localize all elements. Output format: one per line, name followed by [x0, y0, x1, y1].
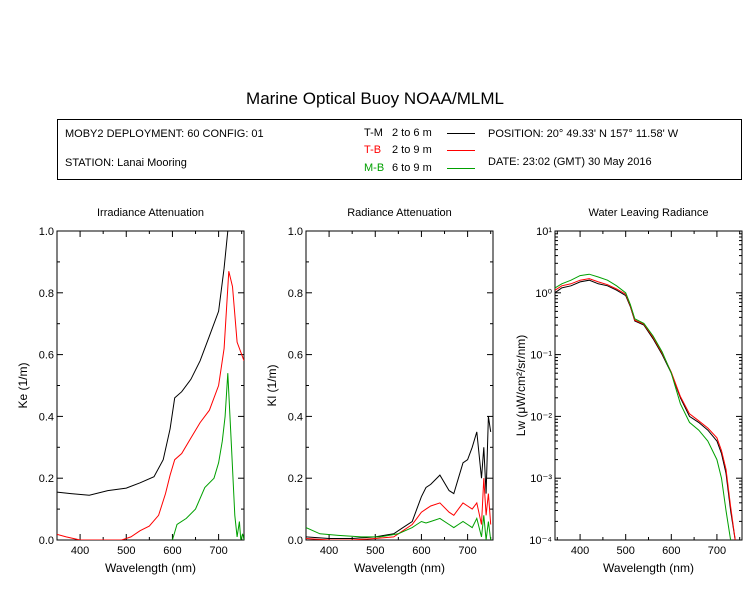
y-tick-label: 10⁻² [530, 411, 552, 423]
series-line-t-m [306, 416, 492, 539]
plot-frame [554, 230, 743, 541]
legend-code-tb: T-B [364, 144, 382, 156]
series-line-t-m [555, 279, 736, 540]
y-tick-label: 0.6 [39, 350, 54, 362]
x-tick-label: 400 [571, 545, 589, 557]
y-tick-label: 10¹ [536, 226, 552, 238]
series-line-m-b [306, 515, 492, 540]
deployment-label: MOBY2 DEPLOYMENT: 60 CONFIG: 01 [65, 128, 264, 140]
station-label: STATION: Lanai Mooring [65, 157, 187, 169]
series-group [306, 416, 492, 540]
x-tick-label: 700 [708, 545, 726, 557]
y-axis-label: Kl (1/m) [265, 364, 279, 406]
x-tick-label: 700 [458, 545, 476, 557]
legend-code-tm: T-M [364, 127, 383, 139]
series-group [57, 231, 244, 540]
series-line-t-b [57, 271, 244, 540]
series-line-t-b [306, 478, 492, 540]
y-tick-label: 0.2 [39, 473, 54, 485]
series-group [555, 273, 736, 540]
x-tick-label: 600 [662, 545, 680, 557]
legend-code-mb: M-B [364, 162, 385, 174]
chart-panel-1: Irradiance Attenuation 400 500 600 700 0.0 0.2… [16, 207, 245, 575]
plot-frame [56, 230, 245, 541]
chart-title: Water Leaving Radiance [588, 207, 708, 219]
x-tick-label: 600 [163, 545, 181, 557]
series-line-m-b [171, 373, 244, 540]
y-tick-label: 0.4 [288, 411, 303, 423]
y-tick-label: 0.2 [288, 473, 303, 485]
y-axis-label: Ke (1/m) [16, 362, 30, 408]
y-axis-label: Lw (μW/cm²/sr/nm) [514, 335, 528, 437]
legend-line-tb [447, 150, 475, 151]
x-tick-label: 600 [412, 545, 430, 557]
x-axis-label: Wavelength (nm) [105, 561, 196, 575]
y-tick-label: 10⁰ [535, 288, 552, 300]
chart-title: Radiance Attenuation [347, 207, 452, 219]
chart-title: Irradiance Attenuation [97, 207, 204, 219]
x-tick-label: 400 [320, 545, 338, 557]
x-tick-label: 500 [366, 545, 384, 557]
legend-range-tm: 2 to 6 m [392, 127, 432, 139]
y-tick-label: 0.8 [39, 288, 54, 300]
x-tick-label: 700 [209, 545, 227, 557]
legend-line-tm [447, 133, 475, 134]
position-label: POSITION: 20° 49.33' N 157° 11.58' W [488, 128, 679, 140]
x-tick-label: 500 [117, 545, 135, 557]
series-line-m-b [555, 273, 732, 540]
x-axis-label: Wavelength (nm) [603, 561, 694, 575]
x-tick-label: 500 [617, 545, 635, 557]
y-tick-label: 0.8 [288, 288, 303, 300]
x-tick-label: 400 [71, 545, 89, 557]
series-line-t-m [57, 231, 229, 496]
plot-frame [305, 230, 494, 541]
x-axis-label: Wavelength (nm) [354, 561, 445, 575]
y-tick-label: 10⁻⁴ [529, 535, 552, 547]
legend-line-mb [447, 168, 475, 169]
y-tick-label: 1.0 [39, 226, 54, 238]
y-tick-label: 0.4 [39, 411, 54, 423]
info-box: MOBY2 DEPLOYMENT: 60 CONFIG: 01 STATION:… [57, 119, 742, 180]
legend-range-tb: 2 to 9 m [392, 144, 432, 156]
y-tick-label: 0.0 [288, 535, 303, 547]
y-tick-label: 10⁻³ [530, 473, 552, 485]
date-label: DATE: 23:02 (GMT) 30 May 2016 [488, 156, 652, 168]
y-tick-label: 0.0 [39, 535, 54, 547]
chart-panel-3: Water Leaving Radiance 400 500 600 700 10⁻⁴ 10… [514, 207, 743, 575]
page-title: Marine Optical Buoy NOAA/MLML [246, 89, 504, 108]
chart-panel-2: Radiance Attenuation 400 500 600 700 0.0 0.2 0.… [265, 207, 494, 575]
y-tick-label: 0.6 [288, 350, 303, 362]
legend-range-mb: 6 to 9 m [392, 162, 432, 174]
y-tick-label: 1.0 [288, 226, 303, 238]
series-line-t-b [555, 278, 736, 540]
y-tick-label: 10⁻¹ [530, 350, 552, 362]
